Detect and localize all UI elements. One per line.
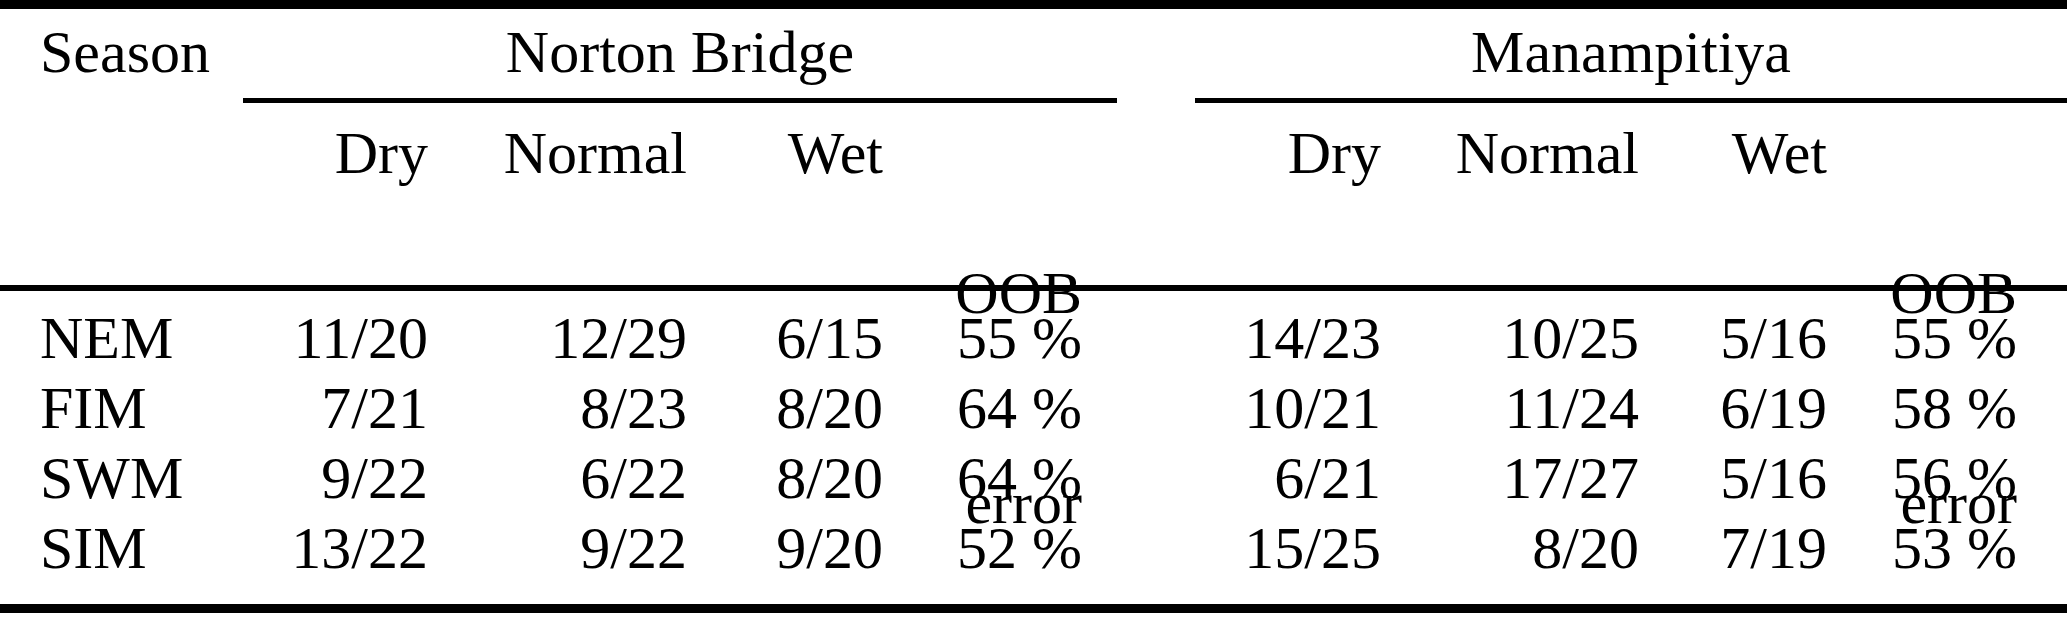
mp-oob-error-cell: 58 %	[1827, 373, 2017, 443]
season-column-header: Season	[40, 17, 210, 87]
mp-oob-error-cell: 56 %	[1827, 443, 2017, 513]
nb-wet-cell: 9/20	[687, 513, 883, 583]
mp-dry-cell: 15/25	[1082, 513, 1381, 583]
mp-wet-cell: 5/16	[1639, 303, 1827, 373]
nb-dry-cell: 9/22	[180, 443, 428, 513]
mp-normal-cell: 17/27	[1381, 443, 1639, 513]
mp-wet-cell: 7/19	[1639, 513, 1827, 583]
nb-oob-error-cell: 52 %	[883, 513, 1082, 583]
nb-oob-error-cell: 64 %	[883, 443, 1082, 513]
mp-dry-cell: 14/23	[1082, 303, 1381, 373]
nb-normal-cell: 9/22	[428, 513, 687, 583]
season-row-label: NEM	[0, 303, 180, 373]
mp-wet-cell: 6/19	[1639, 373, 1827, 443]
nb-normal-cell: 6/22	[428, 443, 687, 513]
norton-bridge-group-header: Norton Bridge	[243, 17, 1117, 87]
nb-wet-cell: 6/15	[687, 303, 883, 373]
season-row-label: SIM	[0, 513, 180, 583]
mp-normal-cell: 11/24	[1381, 373, 1639, 443]
nb-wet-cell: 8/20	[687, 373, 883, 443]
mp-normal-cell: 8/20	[1381, 513, 1639, 583]
manampitiya-group-header: Manampitiya	[1195, 17, 2067, 87]
mp-dry-cell: 10/21	[1082, 373, 1381, 443]
nb-oob-error-cell: 64 %	[883, 373, 1082, 443]
nb-dry-cell: 13/22	[180, 513, 428, 583]
season-row-label: SWM	[0, 443, 180, 513]
mp-normal-cell: 10/25	[1381, 303, 1639, 373]
season-row-label: FIM	[0, 373, 180, 443]
mp-dry-cell: 6/21	[1082, 443, 1381, 513]
nb-oob-error-cell: 55 %	[883, 303, 1082, 373]
table-body: NEM 11/20 12/29 6/15 55 % 14/23 10/25 5/…	[0, 303, 2017, 583]
norton-bridge-group-rule	[243, 98, 1117, 103]
nb-normal-cell: 8/23	[428, 373, 687, 443]
nb-normal-cell: 12/29	[428, 303, 687, 373]
nb-dry-cell: 11/20	[180, 303, 428, 373]
nb-wet-cell: 8/20	[687, 443, 883, 513]
mp-wet-cell: 5/16	[1639, 443, 1827, 513]
top-rule	[0, 0, 2067, 9]
results-table: Season Norton Bridge Manampitiya Dry Nor…	[0, 0, 2067, 617]
mp-oob-error-cell: 55 %	[1827, 303, 2017, 373]
nb-dry-cell: 7/21	[180, 373, 428, 443]
manampitiya-group-rule	[1195, 98, 2067, 103]
mp-oob-error-cell: 53 %	[1827, 513, 2017, 583]
